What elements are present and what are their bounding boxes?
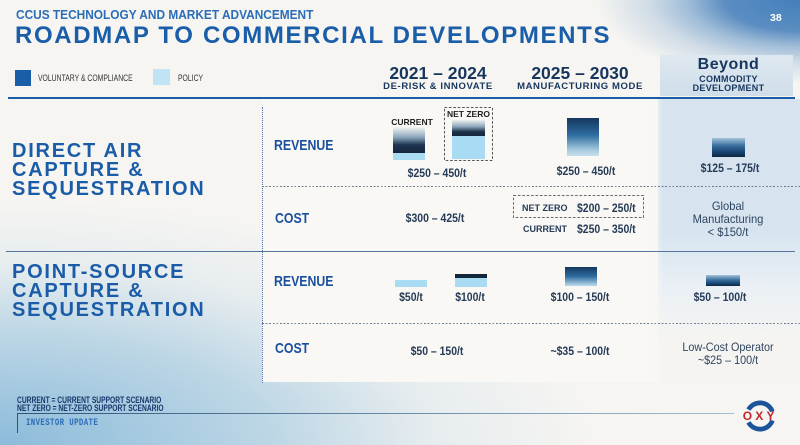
svg-text:OXY: OXY bbox=[743, 409, 778, 423]
